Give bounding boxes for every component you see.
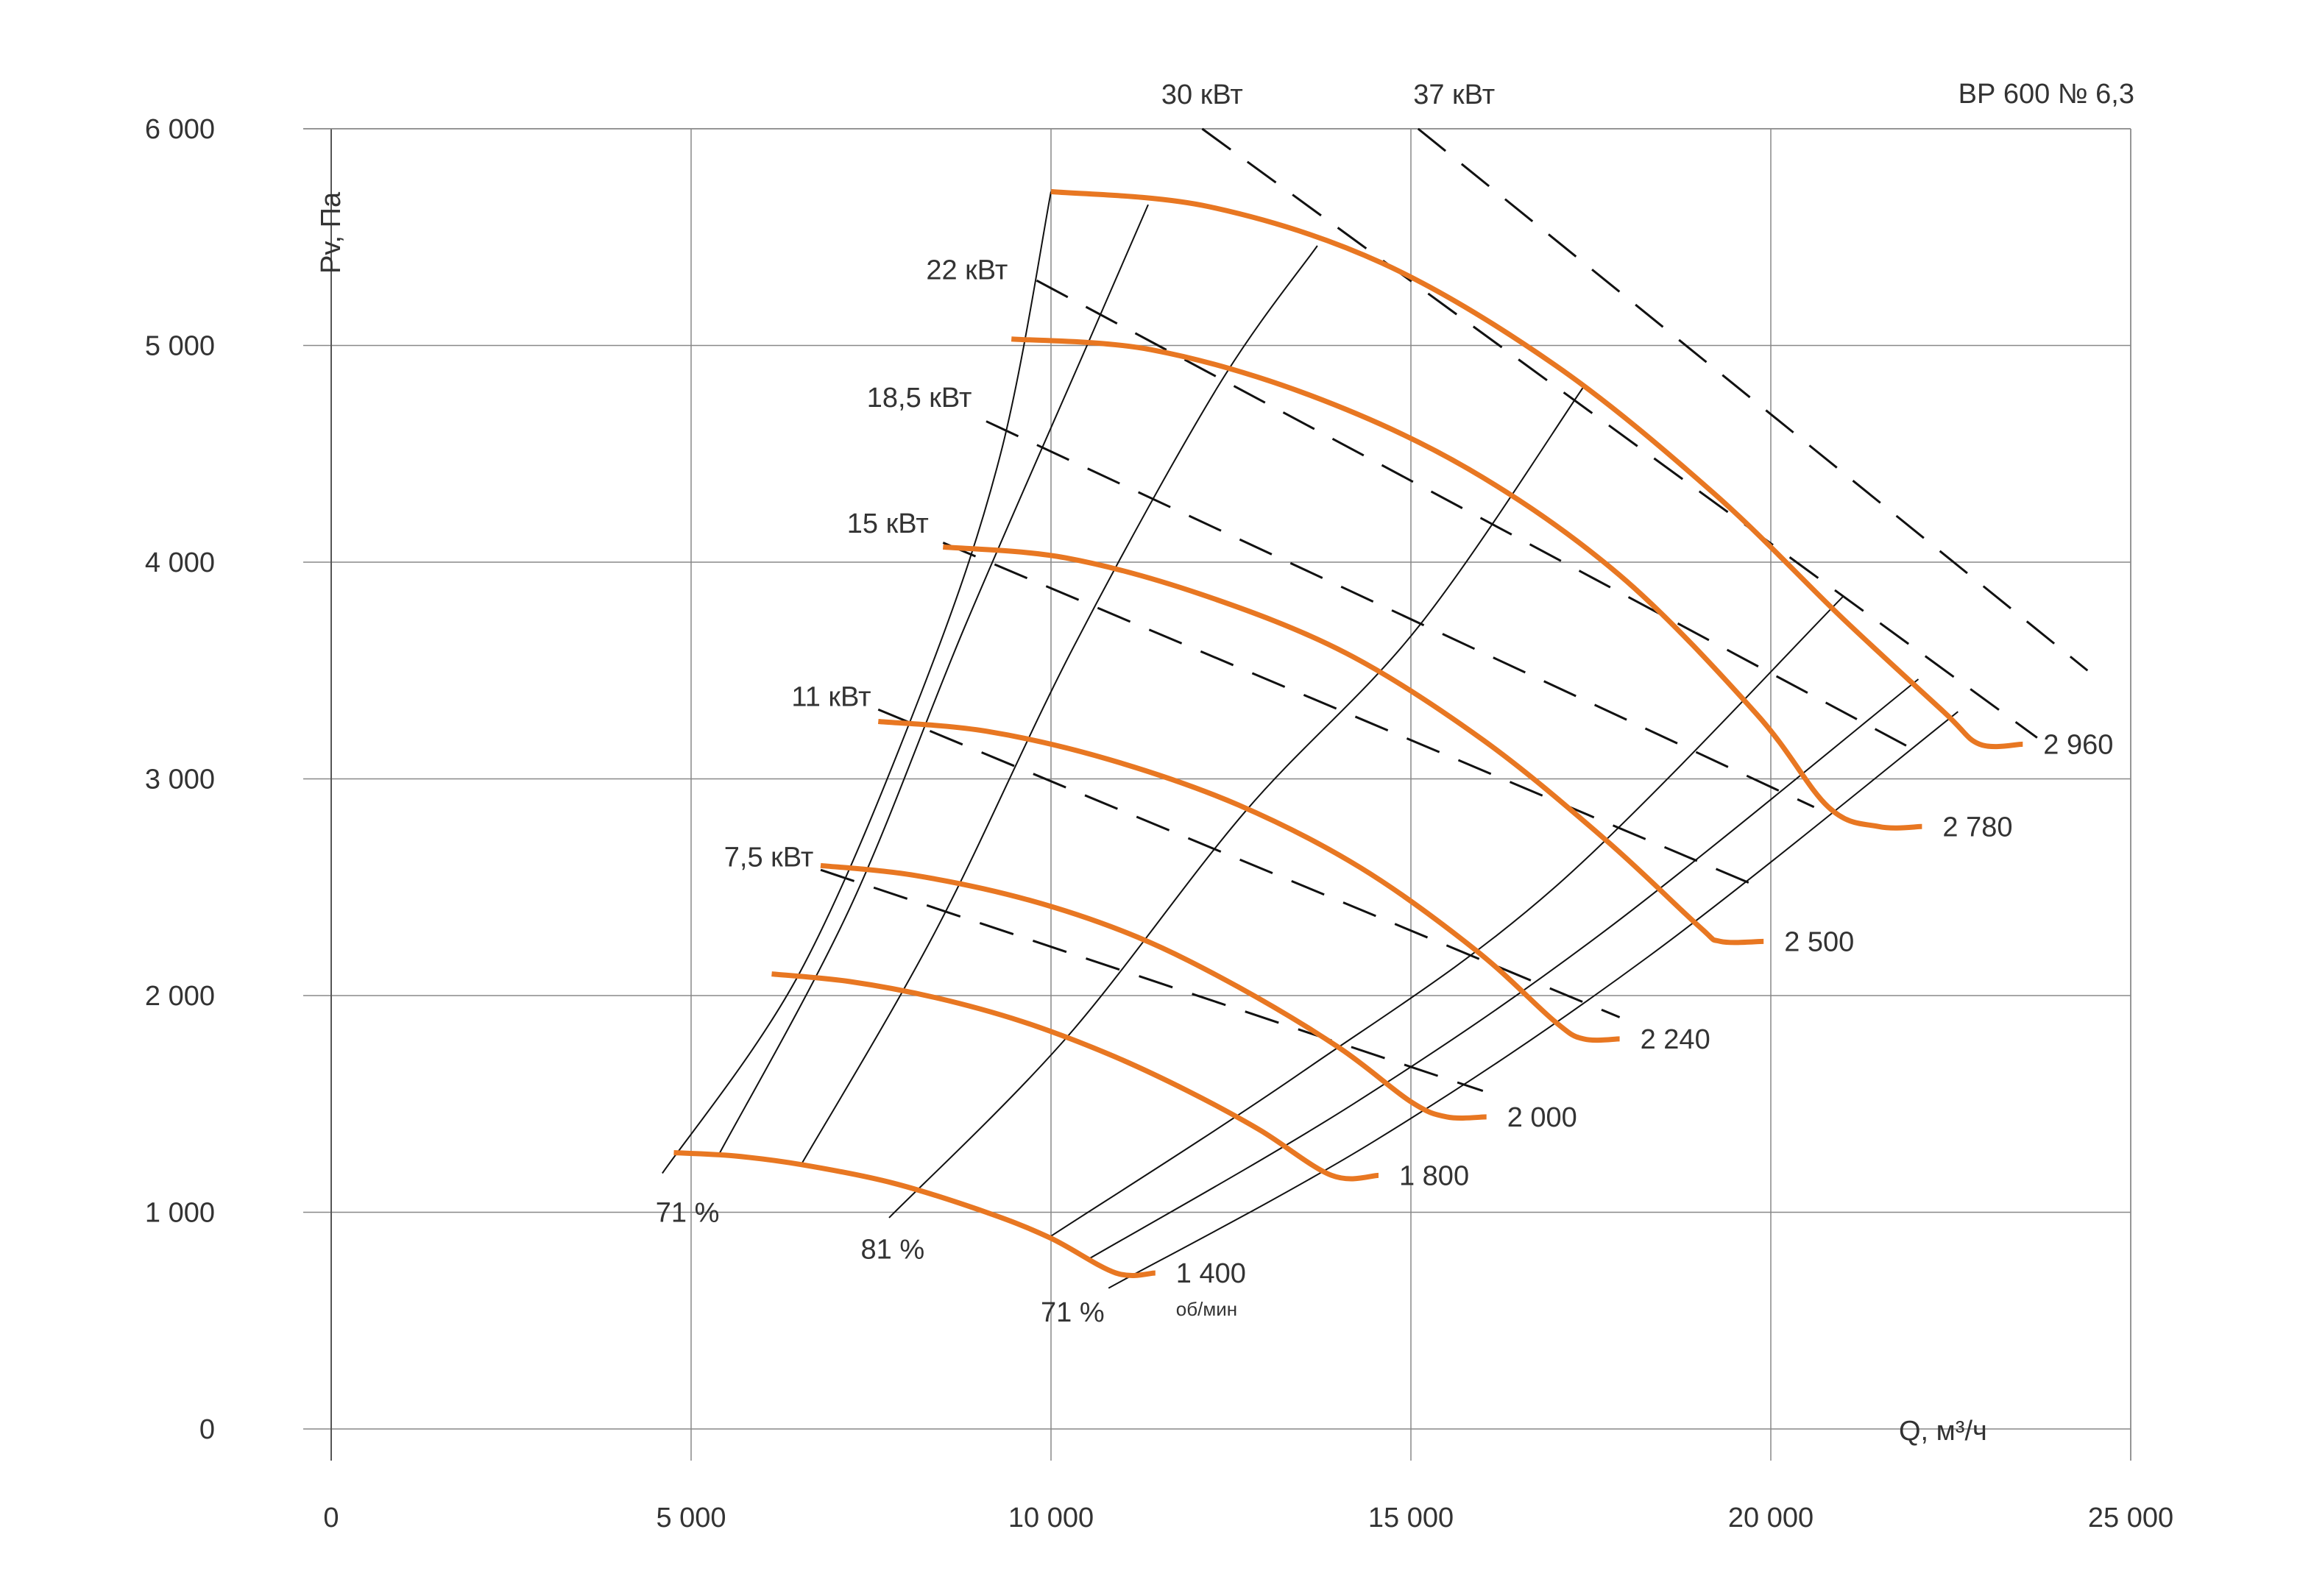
efficiency-line: [1050, 596, 1844, 1237]
y-tick-label: 3 000: [145, 765, 215, 795]
y-tick-label: 0: [199, 1414, 215, 1445]
y-axis-label: Pv, Па: [316, 191, 347, 274]
speed-label: 1 800: [1399, 1160, 1469, 1191]
power-line: [877, 708, 1621, 1018]
power-line: [1417, 127, 2089, 672]
y-tick-label: 2 000: [145, 981, 215, 1012]
chart-annotation: 81 %: [861, 1235, 925, 1266]
speed-label: 2 240: [1641, 1024, 1710, 1055]
speed-curve: [820, 862, 1487, 1121]
x-tick-label: 0: [323, 1503, 339, 1533]
x-tick-label: 5 000: [656, 1503, 726, 1533]
y-tick-label: 5 000: [145, 331, 215, 362]
efficiency-line: [719, 204, 1149, 1153]
chart-annotation: 7,5 кВт: [724, 843, 814, 873]
x-tick-label: 20 000: [1728, 1503, 1814, 1533]
chart-annotation: 11 кВт: [791, 682, 871, 713]
speed-unit-label: об/мин: [1176, 1298, 1237, 1320]
power-line: [1201, 127, 2038, 739]
x-tick-label: 10 000: [1008, 1503, 1094, 1533]
speed-label: 2 960: [2043, 729, 2113, 760]
speed-curve: [1050, 188, 2023, 750]
chart-annotation: 30 кВт: [1161, 79, 1243, 110]
labels: 0 1 000 2 000 3 000 4 000 5 000 6 000 0 5 000 10 …: [145, 79, 2173, 1533]
speed-label: 2 780: [1942, 812, 2012, 843]
x-axis-label: Q, м³/ч: [1899, 1416, 1987, 1447]
x-tick-label: 15 000: [1368, 1503, 1454, 1533]
power-lines: [820, 127, 2089, 1093]
speed-label: 1 400: [1176, 1258, 1246, 1289]
speed-curve: [942, 544, 1764, 946]
efficiency-line: [800, 245, 1318, 1166]
grid: [303, 128, 2131, 1461]
speed-curve: [771, 971, 1379, 1182]
y-tick-label: 4 000: [145, 547, 215, 578]
efficiency-line: [888, 386, 1585, 1219]
speed-curve: [673, 1150, 1156, 1278]
speed-label: 2 500: [1784, 926, 1854, 957]
axes: ВР 600 № 6,3 Pv, Па Q, м³/ч: [316, 79, 2134, 1447]
chart-annotation: 37 кВт: [1413, 79, 1495, 110]
y-tick-label: 6 000: [145, 114, 215, 145]
chart-annotation: 15 кВт: [847, 508, 929, 539]
x-tick-label: 25 000: [2088, 1503, 2173, 1533]
y-tick-label: 1 000: [145, 1198, 215, 1229]
speed-curve: [877, 719, 1620, 1043]
efficiency-line: [662, 191, 1052, 1174]
power-line: [986, 420, 1815, 809]
speed-label: 2 000: [1507, 1102, 1577, 1133]
chart-annotation: 71 %: [656, 1198, 720, 1229]
chart-title: ВР 600 № 6,3: [1958, 79, 2134, 110]
chart-annotation: 22 кВт: [926, 255, 1008, 285]
speed-curves: [673, 188, 2023, 1278]
efficiency-lines: [662, 191, 1958, 1289]
chart-annotation: 18,5 кВт: [867, 383, 972, 414]
power-line: [942, 542, 1750, 884]
speed-curve: [1011, 336, 1922, 831]
power-line: [820, 868, 1484, 1093]
efficiency-line: [1086, 678, 1919, 1261]
chart-annotation: 71 %: [1041, 1297, 1105, 1328]
